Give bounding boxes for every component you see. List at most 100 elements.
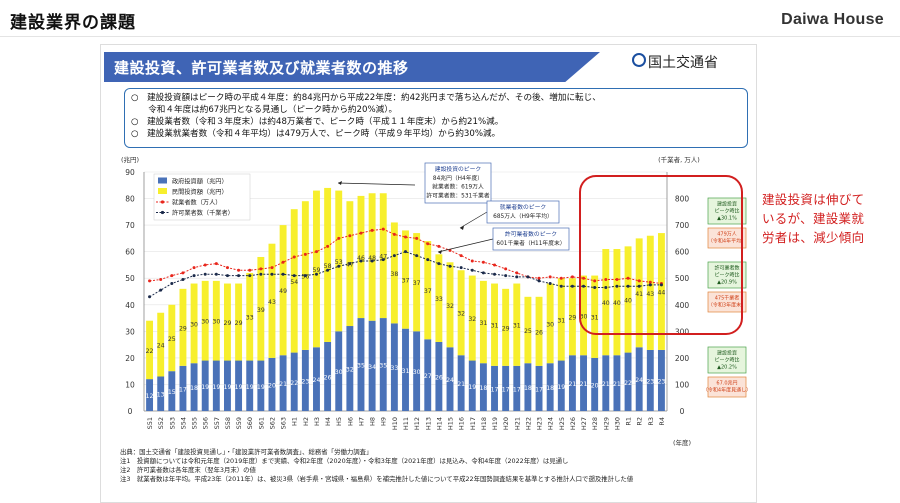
annotation-box [492,227,570,251]
y-axis-label-right: (千業者, 万人) [658,155,700,164]
annotation-text: 許可業者数のピーク [505,230,557,238]
bar-label-private: 29 [179,325,187,332]
point-licensed-firms [381,258,385,262]
point-licensed-firms [359,259,363,263]
bar-label-government: 18 [524,385,532,392]
side-box-text: （令和4年度見通し） [703,387,751,394]
bar-private [580,275,587,356]
point-workers [626,276,630,280]
bar-government [257,360,265,411]
x-axis-label: (年度) [673,438,691,447]
annotation-box [486,200,560,224]
legend-box [153,173,251,221]
point-workers [470,259,474,263]
bar-label-private: 37 [402,278,410,285]
x-tick-label: H18 [480,417,488,430]
page-title: 建設業界の課題 [10,13,136,33]
bar-label-private: 30 [212,319,220,326]
bar-label-private: 24 [157,343,165,350]
bar-private [491,283,498,366]
x-tick-label: H4 [324,417,332,426]
bar-label-government: 30 [335,369,343,376]
x-tick-label: R3 [647,417,655,426]
bar-label-government: 17 [491,386,499,393]
x-tick-label: H16 [458,417,466,430]
bar-label-private: 44 [657,290,665,297]
bar-government [368,320,376,411]
point-workers [192,266,196,270]
x-tick-label: S59 [235,417,243,429]
bar-label-private: 53 [335,259,343,266]
bar-government [624,352,632,411]
bar-label-private: 30 [546,321,554,328]
x-tick-label: S61 [257,417,265,429]
y-tick-right: 800 [675,195,690,204]
x-tick-label: H21 [513,417,521,430]
point-licensed-firms [348,262,352,266]
point-workers [214,262,218,266]
bar-private [290,209,298,353]
legend-label: 許可業者数（千業者） [172,209,234,217]
point-licensed-firms [637,284,641,288]
bar-label-private: 22 [146,348,154,355]
bar-government [301,349,309,411]
bar-label-government: 24 [446,377,454,384]
x-tick-label: H19 [491,417,499,430]
point-workers [493,263,497,267]
bar-private [502,288,510,366]
legend-label: 就業者数（万人） [172,199,222,207]
bar-government [335,331,343,411]
side-box-text: 479万人 [717,232,737,238]
point-licensed-firms [181,278,185,282]
note-line: 注2 許可業者数は各年度末（翌年3月末）の値 [120,465,256,474]
bar-private [279,225,287,356]
bar-private [568,278,576,356]
bar-label-government: 13 [157,392,165,399]
point-licensed-firms [481,271,485,275]
x-tick-label: H2 [302,417,310,426]
x-tick-label: H7 [357,417,365,426]
point-licensed-firms [470,268,474,272]
bar-label-government: 19 [224,384,232,391]
point-workers [459,254,463,258]
x-tick-label: S57 [213,417,221,429]
x-tick-label: H15 [447,417,455,430]
bar-label-private: 54 [290,279,298,286]
point-licensed-firms [459,266,463,270]
ministry-label: 国土交通省 [648,55,718,71]
bar-label-private: 29 [568,315,576,322]
y-tick-left: 10 [125,380,135,389]
bar-private [368,193,376,321]
bar-label-private: 48 [368,255,376,262]
point-workers [270,266,274,270]
bar-label-government: 20 [591,382,599,389]
bar-private [201,280,209,361]
x-tick-label: H9 [380,417,388,426]
bar-government [190,363,198,411]
bar-government [379,318,387,411]
bar-government [424,339,432,411]
bar-private [335,190,343,332]
bar-government [235,360,243,411]
side-box-text: 67.0兆円 [716,380,737,387]
annotation-text: 685万人（H9年平均） [493,212,553,220]
legend-swatch [158,177,167,184]
annotation-text: 就業者数：619万人 [432,183,484,191]
note-line: 出典：国土交通省「建設投資見通し」・「建設業許可業者数調査」、総務省「労働力調査… [120,448,373,456]
bar-government [446,347,454,411]
bar-label-private: 43 [268,299,276,306]
point-workers [203,263,207,267]
point-workers [348,234,352,238]
annotation-text: 84兆円（H4年度） [433,174,483,182]
x-tick-label: H30 [613,417,621,430]
bar-label-private: 31 [591,315,599,322]
bar-private [479,280,487,364]
bar-government [635,347,643,411]
bar-government [435,341,443,411]
x-tick-label: H13 [424,417,432,430]
x-tick-label: H11 [402,417,410,430]
bar-label-private: 31 [479,320,487,327]
bar-label-private: 25 [168,336,176,343]
x-tick-label: H17 [469,417,477,430]
point-licensed-firms [337,264,341,268]
